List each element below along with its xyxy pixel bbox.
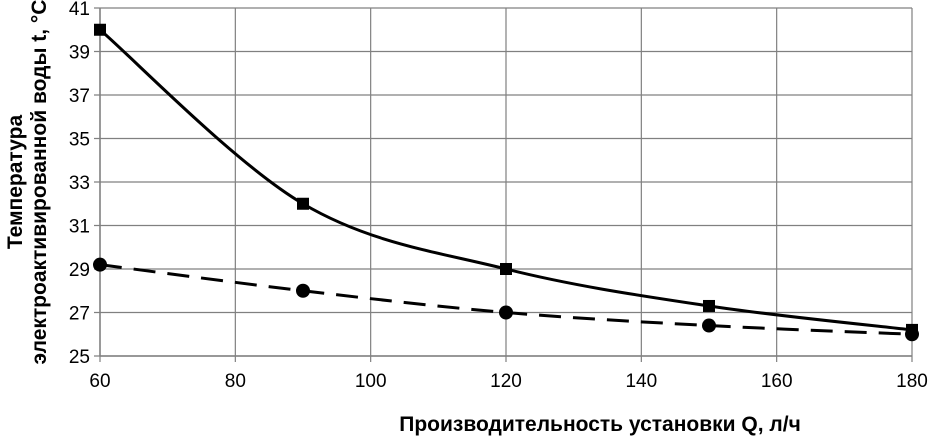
y-axis-label-line1: Температура: [4, 115, 27, 250]
circle-marker: [702, 318, 716, 333]
tick-labels: 60 80 100 120 140 160 180 25 27 29 31 33 35 37 39 41: [69, 0, 928, 392]
square-marker: [703, 299, 715, 312]
y-tick-label: 31: [69, 217, 90, 238]
x-axis-label: Производительность установки Q, л/ч: [399, 413, 801, 436]
circle-marker: [296, 283, 310, 298]
square-marker: [94, 23, 106, 36]
square-marker: [500, 263, 512, 275]
circle-marker: [499, 305, 513, 320]
x-tick-label: 100: [355, 371, 387, 392]
circle-marker: [905, 327, 919, 342]
circle-marker: [93, 257, 107, 272]
y-tick-label: 39: [69, 43, 90, 64]
x-tick-label: 180: [896, 371, 928, 392]
series-markers: [93, 23, 919, 342]
y-tick-label: 27: [69, 304, 90, 325]
y-tick-label: 29: [69, 260, 90, 281]
x-tick-label: 60: [89, 371, 110, 392]
square-marker: [297, 197, 309, 210]
x-tick-label: 160: [761, 371, 793, 392]
x-tick-label: 80: [225, 371, 246, 392]
y-tick-label: 25: [69, 347, 90, 368]
grid: [94, 7, 913, 362]
x-tick-label: 120: [490, 371, 522, 392]
y-tick-label: 35: [69, 130, 90, 151]
y-tick-label: 37: [69, 86, 90, 107]
y-tick-label: 33: [69, 173, 90, 194]
y-axis-label-line2: электроактивированной воды t, °С: [28, 0, 51, 364]
y-tick-label: 41: [69, 0, 90, 20]
x-tick-label: 140: [625, 371, 657, 392]
